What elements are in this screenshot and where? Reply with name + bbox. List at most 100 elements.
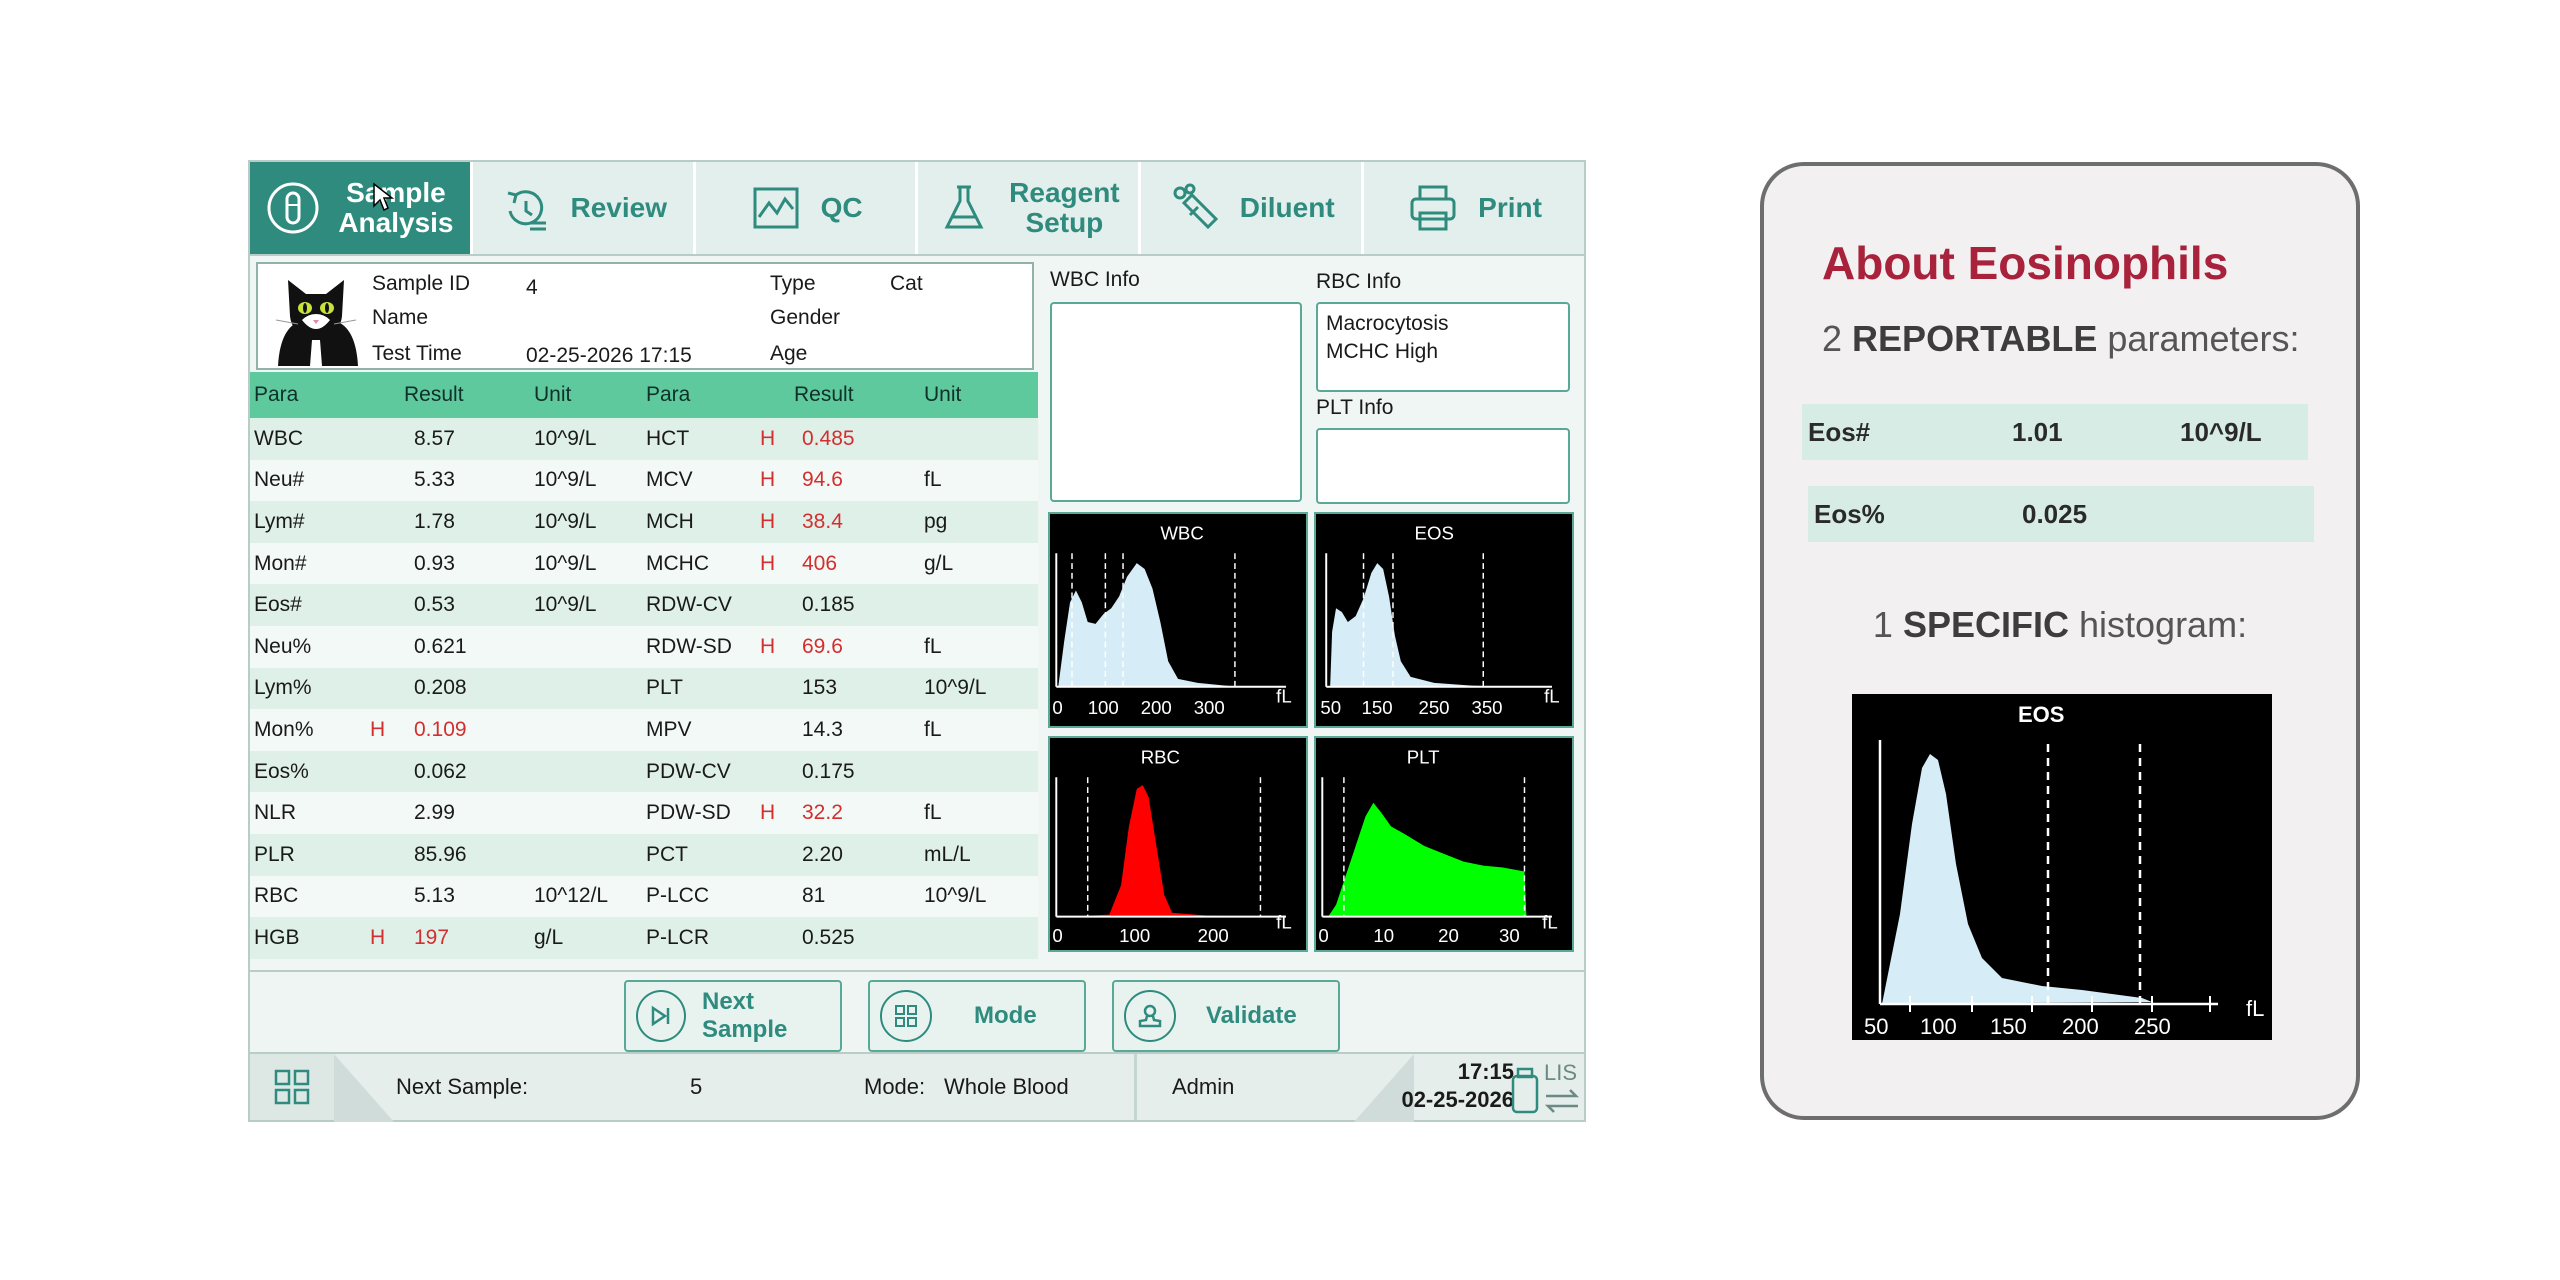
analyzer-screen: Sample Analysis Review QC Reagent Setup Di… bbox=[248, 160, 1586, 1122]
user-name: Admin bbox=[1172, 1074, 1235, 1099]
tab-label-line1: Sample bbox=[346, 177, 446, 208]
plt-unit: fL bbox=[1542, 911, 1558, 932]
unit-cell: pg bbox=[924, 509, 948, 533]
result-cell: 69.6 bbox=[802, 634, 843, 658]
wbc-tick-1: 100 bbox=[1088, 697, 1119, 718]
eos-tick-2: 250 bbox=[1418, 697, 1449, 718]
mode-button[interactable]: Mode bbox=[868, 980, 1086, 1052]
rbc-tick-0: 0 bbox=[1052, 925, 1062, 946]
para-cell: Eos# bbox=[254, 593, 302, 617]
wbc-tick-2: 200 bbox=[1141, 697, 1172, 718]
unit-cell: fL bbox=[924, 801, 942, 825]
table-row: Neu# 5.33 10^9/L MCV H 94.6 fL bbox=[250, 459, 1038, 502]
result-cell: 2.20 bbox=[802, 842, 843, 866]
about-tick-2: 150 bbox=[1990, 1014, 2027, 1039]
result-cell: 94.6 bbox=[802, 468, 843, 492]
eos-count-row: Eos# 1.01 10^9/L bbox=[1802, 404, 2308, 460]
para-cell: Mon# bbox=[254, 551, 307, 575]
wbc-info-box bbox=[1050, 302, 1302, 502]
plt-tick-2: 20 bbox=[1438, 925, 1459, 946]
para-cell: PDW-CV bbox=[646, 759, 731, 783]
unit-cell: fL bbox=[924, 717, 942, 741]
header-result-1: Result bbox=[404, 383, 464, 406]
table-row: RBC 5.13 10^12/L P-LCC 81 10^9/L bbox=[250, 875, 1038, 918]
flag-cell: H bbox=[760, 509, 776, 533]
para-cell: MCHC bbox=[646, 551, 709, 575]
wbc-histogram-title: WBC bbox=[1160, 523, 1203, 544]
eos-percent-value: 0.025 bbox=[2022, 498, 2088, 529]
apps-button[interactable] bbox=[250, 1054, 334, 1120]
para-cell: MCV bbox=[646, 468, 693, 492]
tab-label-line2: Analysis bbox=[338, 207, 454, 238]
reportable-count: 2 bbox=[1822, 318, 1843, 359]
tab-review[interactable]: Review bbox=[473, 162, 696, 254]
result-cell: 0.93 bbox=[414, 551, 455, 575]
tab-diluent[interactable]: Diluent bbox=[1141, 162, 1365, 254]
wbc-tick-3: 300 bbox=[1194, 697, 1225, 718]
para-cell: PCT bbox=[646, 842, 688, 866]
rbc-info-line1: Macrocytosis bbox=[1326, 312, 1449, 335]
tab-label-line1: Diluent bbox=[1239, 192, 1335, 223]
validate-label: Validate bbox=[1206, 1002, 1297, 1029]
table-row: Mon# 0.93 10^9/L MCHC H 406 g/L bbox=[250, 542, 1038, 585]
tab-qc[interactable]: QC bbox=[696, 162, 919, 254]
lis-label: LIS bbox=[1544, 1060, 1578, 1085]
about-eosinophils-card: About Eosinophils 2 REPORTABLE parameter… bbox=[1760, 162, 2360, 1120]
table-row: Eos% 0.062 PDW-CV 0.175 bbox=[250, 750, 1038, 793]
result-cell: 0.621 bbox=[414, 634, 467, 658]
eos-histogram-title: EOS bbox=[1415, 523, 1454, 544]
flag-cell: H bbox=[760, 426, 776, 450]
reportable-rest: parameters: bbox=[2107, 318, 2300, 359]
para-cell: RBC bbox=[254, 884, 299, 908]
rbc-histogram: RBC 0 100 200 fL bbox=[1048, 736, 1308, 952]
tab-print[interactable]: Print bbox=[1364, 162, 1584, 254]
wbc-unit: fL bbox=[1276, 685, 1292, 706]
unit-cell: 10^9/L bbox=[534, 509, 597, 533]
table-row: Neu% 0.621 RDW-SD H 69.6 fL bbox=[250, 625, 1038, 668]
tab-label-line1: Print bbox=[1478, 192, 1542, 223]
wbc-histogram-curve bbox=[1058, 563, 1247, 687]
eos-tick-0: 50 bbox=[1320, 697, 1341, 718]
para-cell: PLT bbox=[646, 676, 683, 700]
result-cell: 0.109 bbox=[414, 717, 467, 741]
specific-count: 1 bbox=[1872, 604, 1893, 645]
para-cell: HCT bbox=[646, 426, 690, 450]
table-row: Eos# 0.53 10^9/L RDW-CV 0.185 bbox=[250, 584, 1038, 626]
plt-info-box bbox=[1316, 428, 1570, 504]
tab-sample-analysis[interactable]: Sample Analysis bbox=[250, 162, 473, 254]
rbc-tick-2: 200 bbox=[1198, 925, 1229, 946]
rbc-tick-1: 100 bbox=[1119, 925, 1150, 946]
plt-histogram: PLT 0 10 20 30 fL bbox=[1314, 736, 1574, 952]
unit-cell: 10^12/L bbox=[534, 884, 609, 908]
sample-id-value: 4 bbox=[526, 276, 538, 299]
eos-unit: fL bbox=[1544, 685, 1560, 706]
unit-cell: fL bbox=[924, 634, 942, 658]
next-sample-status-label: Next Sample: bbox=[396, 1074, 529, 1099]
para-cell: Eos% bbox=[254, 759, 309, 783]
flag-cell: H bbox=[760, 634, 776, 658]
next-sample-button[interactable]: Next Sample bbox=[624, 980, 842, 1052]
clock-time: 17:15 bbox=[1457, 1059, 1514, 1084]
eos-percent-name: Eos% bbox=[1814, 498, 1885, 529]
unit-cell: 10^9/L bbox=[924, 676, 987, 700]
table-row: NLR 2.99 PDW-SD H 32.2 fL bbox=[250, 792, 1038, 834]
tab-reagent-setup[interactable]: Reagent Setup bbox=[918, 162, 1142, 254]
rbc-unit: fL bbox=[1276, 911, 1292, 932]
table-row: Mon% H 0.109 MPV 14.3 fL bbox=[250, 709, 1038, 751]
result-cell: 0.185 bbox=[802, 593, 855, 617]
flag-cell: H bbox=[760, 551, 776, 575]
validate-button[interactable]: Validate bbox=[1112, 980, 1340, 1052]
plt-info-label: PLT Info bbox=[1316, 396, 1394, 419]
para-cell: PDW-SD bbox=[646, 801, 731, 825]
result-cell: 1.78 bbox=[414, 509, 455, 533]
result-cell: 5.33 bbox=[414, 468, 455, 492]
about-tick-3: 200 bbox=[2062, 1014, 2099, 1039]
skip-next-icon bbox=[636, 990, 686, 1042]
rbc-info-box: Macrocytosis MCHC High bbox=[1316, 302, 1570, 392]
reportable-subtitle: 2 REPORTABLE parameters: bbox=[1822, 318, 2299, 360]
wbc-tick-0: 0 bbox=[1052, 697, 1062, 718]
result-cell: 0.062 bbox=[414, 759, 467, 783]
mode-status-label: Mode: bbox=[864, 1074, 926, 1099]
result-cell: 0.525 bbox=[802, 925, 855, 949]
para-cell: Lym# bbox=[254, 509, 305, 533]
